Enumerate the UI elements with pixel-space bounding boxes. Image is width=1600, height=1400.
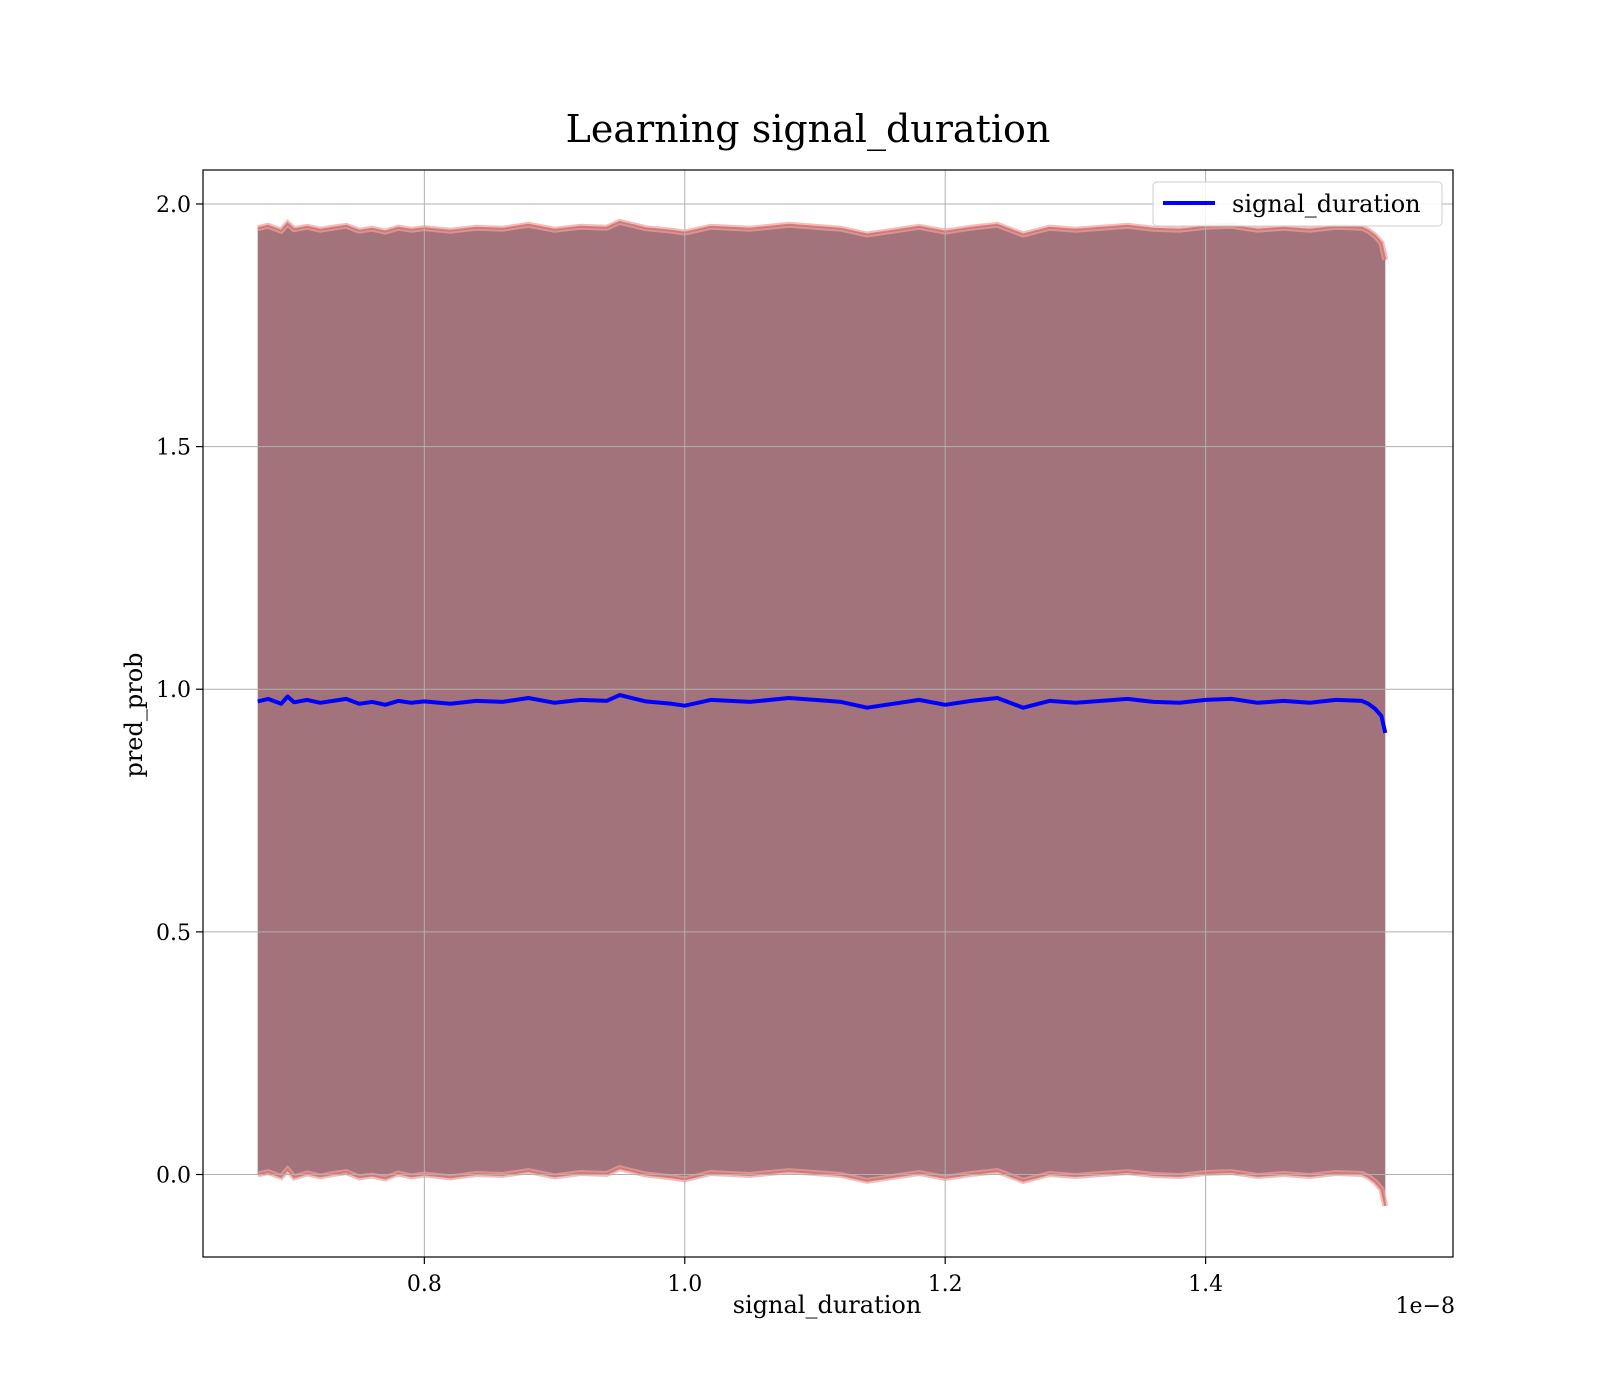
confidence-band xyxy=(257,221,1386,1206)
y-tick-label: 0.5 xyxy=(156,921,191,946)
x-tick-label: 1.2 xyxy=(928,1272,963,1297)
series-line-signal-duration xyxy=(257,693,1388,734)
x-tick-label: 1.0 xyxy=(667,1272,702,1297)
x-tick-label: 0.8 xyxy=(407,1272,442,1297)
x-axis-label: signal_duration xyxy=(733,1291,922,1319)
y-tick-label: 1.0 xyxy=(156,678,191,703)
y-axis-label: pred_prob xyxy=(120,652,148,777)
legend: signal_duration xyxy=(1152,181,1443,227)
legend-entry-label: signal_duration xyxy=(1232,190,1421,218)
plot-area: 0.8 1.0 1.2 1.4 0.0 0.5 1.0 1.5 2.0 xyxy=(156,169,1454,1297)
y-tick-label: 1.5 xyxy=(156,436,191,461)
chart-title: Learning signal_duration xyxy=(566,107,1051,152)
axes-frame xyxy=(202,169,1454,1258)
y-tick-label: 0.0 xyxy=(156,1164,191,1189)
y-tick-label: 2.0 xyxy=(156,193,191,218)
legend-box xyxy=(1152,181,1443,227)
x-axis-offset-text: 1e−8 xyxy=(1396,1294,1455,1319)
x-tick-label: 1.4 xyxy=(1188,1272,1223,1297)
